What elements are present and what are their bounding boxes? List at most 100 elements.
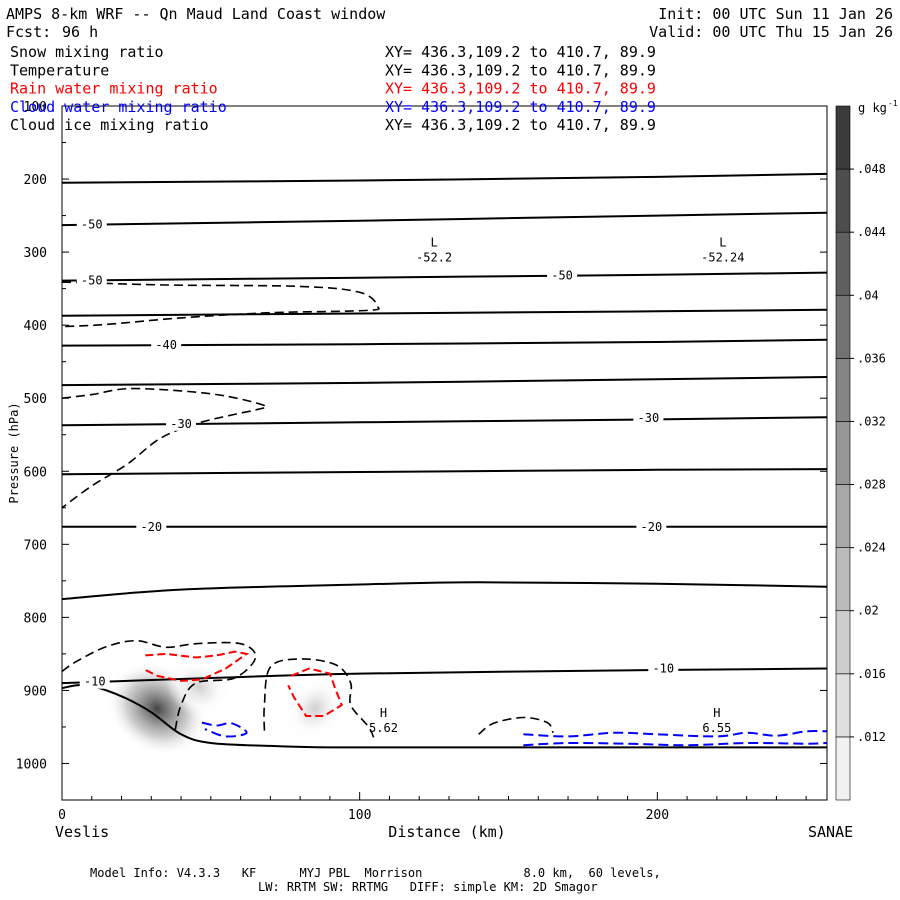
colorbar-segment: [835, 484, 851, 548]
y-tick-label: 500: [24, 392, 47, 407]
isotherm-label: -20: [641, 520, 663, 534]
isotherm-label: -50: [81, 274, 103, 288]
rain-water-contour: [287, 667, 344, 717]
cloud-water-contour: [523, 729, 827, 738]
x-tick-label: 200: [646, 808, 669, 823]
colorbar-segment: [835, 168, 851, 233]
isotherm-line: [62, 211, 827, 227]
y-tick-label: 100: [24, 100, 47, 115]
legend-field-name: Rain water mixing ratio: [10, 80, 218, 98]
hydrometeor-contours: [62, 281, 827, 747]
colorbar: .012 .016 .02 .024 .028 .032 .036 .04 .044 .048: [835, 105, 886, 801]
y-tick-label: 300: [24, 246, 47, 261]
colorbar-tick-label: .02: [857, 604, 879, 618]
isotherm-label-bg: [76, 273, 107, 288]
colorbar-segment: [835, 231, 851, 296]
y-axis: 100 200 300 400 500 600 700 800 900 1000: [16, 100, 827, 772]
isotherm-label: -40: [155, 338, 177, 352]
isotherm-line: [62, 376, 827, 387]
y-axis-label: Pressure (hPa): [7, 402, 21, 503]
isotherm-line: [62, 308, 827, 317]
x-axis-label: Distance (km): [388, 823, 505, 841]
isotherm-line: [62, 468, 827, 476]
colorbar-tick-label: .016: [857, 667, 886, 681]
legend-field-xy: XY= 436.3,109.2 to 410.7, 89.9: [385, 80, 656, 98]
high-marker: H: [713, 706, 720, 720]
isotherm-label: -30: [638, 411, 660, 425]
cloud-ice-contour: [62, 281, 380, 328]
isotherm-label: -30: [170, 417, 192, 431]
isotherm-label-bg: [547, 268, 578, 283]
x-tick-label: 0: [58, 808, 66, 823]
footer-model-info: Model Info: V4.3.3 KF MYJ PBL Morrison 8…: [90, 866, 661, 880]
x-axis: 0 100 200: [58, 792, 807, 823]
colorbar-tick-label: .044: [857, 225, 886, 239]
cloud-ice-contour: [62, 387, 268, 509]
colorbar-segment: [835, 105, 851, 170]
snow-shading: [106, 655, 348, 756]
colorbar-tick-label: .024: [857, 541, 886, 555]
isotherm-label-bg: [636, 519, 667, 534]
cloud-ice-contour: [62, 639, 257, 731]
colorbar-tick-label: .012: [857, 730, 886, 744]
y-tick-label: 1000: [16, 757, 47, 772]
legend-field-xy: XY= 436.3,109.2 to 410.7, 89.9: [385, 98, 656, 116]
rain-water-contour: [141, 650, 250, 682]
low-marker: L: [719, 235, 726, 249]
colorbar-segment: [835, 736, 851, 801]
contour-labels: -50 -50 -50 -40 -30 -30 -20 -20 -10 -10: [76, 217, 679, 689]
extreme-value: -52.24: [701, 250, 744, 264]
high-marker: H: [380, 706, 387, 720]
header-fcst-value: 96 h: [62, 23, 98, 41]
extreme-value: 6.55: [702, 721, 731, 735]
colorbar-segment: [835, 358, 851, 422]
isotherm-line: [62, 581, 827, 601]
y-tick-label: 200: [24, 173, 47, 188]
isotherm-label-bg: [136, 519, 167, 534]
extreme-value: 5.62: [369, 721, 398, 735]
cloud-water-contour: [201, 721, 248, 738]
colorbar-segment: [835, 610, 851, 675]
header-init: Init: 00 UTC Sun 11 Jan 26: [658, 5, 893, 23]
legend-field-name: Cloud ice mixing ratio: [10, 116, 209, 134]
colorbar-tick-label: .036: [857, 351, 886, 365]
isotherm-label: -10: [652, 662, 674, 676]
y-tick-label: 900: [24, 684, 47, 699]
y-tick-label: 700: [24, 538, 47, 553]
colorbar-unit: g kg: [858, 101, 887, 115]
snow-mixing-blob: [282, 674, 348, 744]
low-marker: L: [430, 235, 437, 249]
colorbar-segment: [835, 547, 851, 612]
isotherm-label-bg: [76, 217, 107, 232]
header-fcst-label: Fcst:: [6, 23, 51, 41]
x-tick-label: 100: [348, 808, 371, 823]
colorbar-tick-label: .028: [857, 478, 886, 492]
header-valid: Valid: 00 UTC Thu 15 Jan 26: [649, 23, 893, 41]
y-tick-label: 400: [24, 319, 47, 334]
legend-field-xy: XY= 436.3,109.2 to 410.7, 89.9: [385, 61, 656, 79]
left-endpoint: Veslis: [55, 823, 109, 841]
cloud-ice-contour: [478, 716, 554, 735]
y-tick-label: 800: [24, 611, 47, 626]
legend-field-xy: XY= 436.3,109.2 to 410.7, 89.9: [385, 116, 656, 134]
plot-frame: [61, 105, 828, 801]
colorbar-segment: [835, 294, 851, 359]
field-legend: Snow mixing ratio XY= 436.3,109.2 to 410.…: [10, 43, 656, 134]
legend-field-name: Cloud water mixing ratio: [10, 98, 227, 116]
header-title: AMPS 8-km WRF -- Qn Maud Land Coast wind…: [6, 5, 386, 23]
colorbar-unit-exponent: -1: [888, 99, 898, 108]
isotherm-label: -50: [81, 217, 103, 231]
legend-field-xy: XY= 436.3,109.2 to 410.7, 89.9: [385, 43, 656, 61]
isotherm-label-bg: [151, 337, 182, 352]
isotherm-label-bg: [166, 416, 197, 431]
legend-field-name: Snow mixing ratio: [10, 43, 164, 61]
isotherm-line: [62, 172, 827, 184]
footer-physics-info: LW: RRTM SW: RRTMG DIFF: simple KM: 2D S…: [258, 880, 598, 894]
colorbar-segment: [835, 421, 851, 485]
isotherm-label-bg: [633, 410, 664, 425]
right-endpoint: SANAE: [808, 823, 853, 841]
isotherm-line: [62, 271, 827, 282]
cloud-ice-contour: [263, 658, 376, 741]
